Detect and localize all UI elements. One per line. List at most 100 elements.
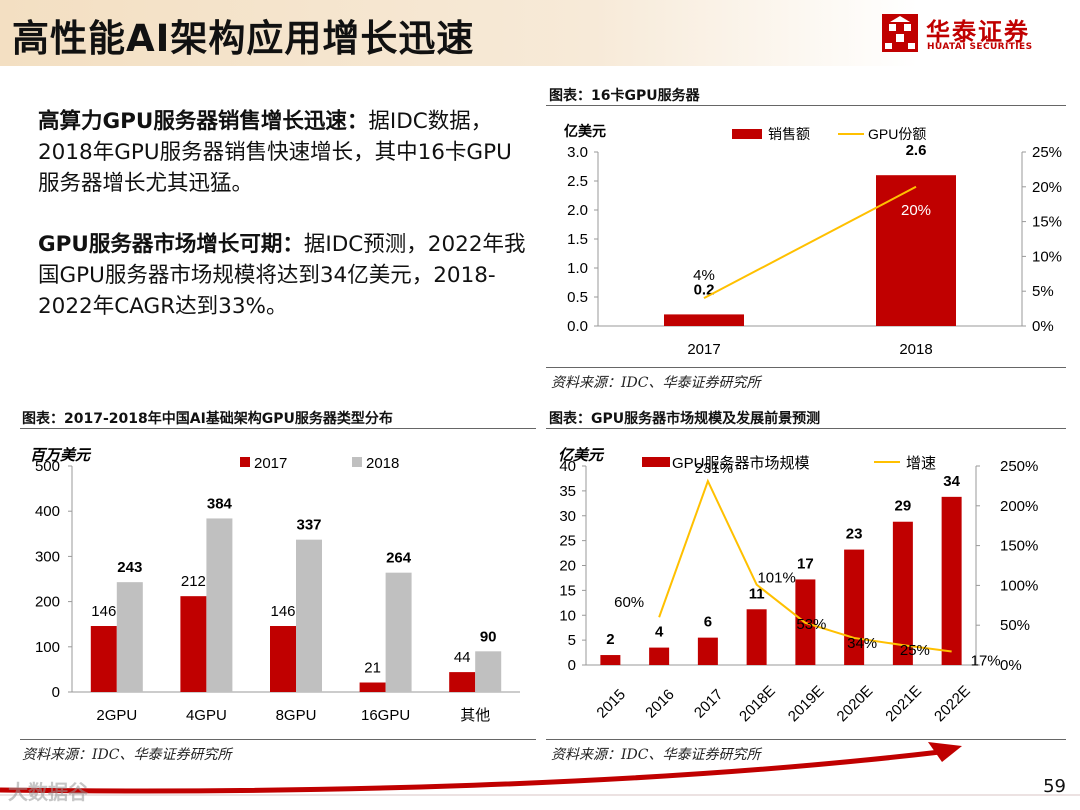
x-tick-label: 2GPU (96, 707, 137, 724)
line-data-label: 20% (901, 202, 931, 219)
y-tick-label: 10 (559, 607, 576, 624)
bar-data-label: 29 (895, 498, 912, 515)
legend-label-share: GPU份额 (868, 126, 926, 142)
bar-2018 (116, 582, 143, 692)
bar-data-label-2018: 243 (117, 559, 142, 576)
x-tick-label: 其他 (460, 707, 490, 724)
legend-swatch-market (642, 457, 670, 467)
bar-market-size (941, 496, 962, 665)
bar-data-label-2017: 44 (454, 649, 471, 666)
bar-sales (664, 314, 744, 326)
legend-label-2018: 2018 (366, 455, 399, 472)
y2-tick-label: 150% (1000, 538, 1038, 555)
paragraph-gpu-market-body: 据IDC预测，2022年我国GPU服务器市场规模将达到34亿美元，2018-20… (38, 232, 526, 319)
y2-tick-label: 25% (1032, 144, 1062, 161)
footer-swoosh-decoration (0, 742, 1080, 796)
logo-chinese-name: 华泰证券 (926, 18, 1030, 46)
bar-market-size (892, 521, 913, 665)
y-tick-label: 15 (559, 582, 576, 599)
x-tick-label: 2021E (882, 682, 925, 725)
y2-tick-label: 20% (1032, 179, 1062, 196)
bar-market-size (697, 637, 718, 665)
y-tick-label: 5 (568, 632, 576, 649)
bar-data-label: 2 (606, 631, 614, 648)
logo-english-name: HUATAI SECURITIES (927, 42, 1033, 52)
legend-label-sales: 销售额 (768, 126, 810, 142)
figure-caption-market: 图表：GPU服务器市场规模及发展前景预测 (549, 411, 821, 427)
bar-data-label: 0.2 (694, 281, 715, 298)
y-tick-label: 500 (35, 458, 60, 475)
bar-2017 (359, 682, 386, 692)
line-data-label: 4% (693, 267, 715, 284)
bar-sales (876, 175, 956, 326)
source-divider (20, 739, 536, 740)
y-tick-label: 200 (35, 594, 60, 611)
y-tick-label: 100 (35, 639, 60, 656)
bar-2017 (90, 626, 117, 692)
y-tick-label: 20 (559, 558, 576, 575)
y2-tick-label: 15% (1032, 214, 1062, 231)
legend-label-market: GPU服务器市场规模 (672, 455, 810, 472)
source-divider (546, 367, 1066, 368)
figure-caption-gpu-types: 图表：2017-2018年中国AI基础架构GPU服务器类型分布 (22, 411, 393, 427)
line-growth-rate (658, 478, 952, 653)
footer-arrow-icon (928, 742, 962, 762)
x-tick-label: 2020E (834, 682, 877, 725)
figure-caption-16gpu: 图表：16卡GPU服务器 (549, 88, 700, 104)
x-tick-label: 2018E (736, 682, 779, 725)
y2-tick-label: 0% (1000, 657, 1022, 674)
legend-swatch-2017 (240, 457, 250, 467)
bar-2018 (385, 572, 412, 692)
line-data-label: 34% (847, 635, 877, 652)
paragraph-gpu-sales: 高算力GPU服务器销售增长迅速：据IDC数据，2018年GPU服务器销售快速增长… (38, 106, 528, 199)
bar-data-label-2018: 90 (480, 628, 497, 645)
y2-tick-label: 250% (1000, 458, 1038, 475)
chart-gpu-server-types: 百万美元 2017 2018 0 100 200 300 400 500 2GPU 146 243 4G… (30, 446, 520, 724)
watermark: 大数据谷 (8, 780, 88, 804)
y-axis-unit-label: 百万美元 (30, 446, 92, 464)
company-logo: 华泰证券 HUATAI SECURITIES (882, 12, 1052, 58)
y-tick-label: 0.5 (567, 289, 588, 306)
bar-data-label: 23 (846, 526, 863, 543)
caption-divider (546, 105, 1066, 106)
y-tick-label: 300 (35, 548, 60, 565)
y-tick-label: 30 (559, 508, 576, 525)
paragraph-gpu-sales-heading: 高算力GPU服务器销售增长迅速： (38, 109, 369, 134)
source-note-market: 资料来源：IDC、华泰证券研究所 (551, 747, 761, 763)
y-tick-label: 3.0 (567, 144, 588, 161)
line-data-label: 53% (796, 616, 826, 633)
x-tick-label: 2017 (691, 686, 727, 722)
slide-header: 高性能AI架构应用增长迅速 华泰证券 HUATAI SECURITIES (0, 0, 1080, 66)
line-data-label: 17% (971, 652, 1001, 669)
line-share (703, 185, 917, 300)
bar-data-label-2018: 337 (296, 517, 321, 534)
y2-tick-label: 10% (1032, 248, 1062, 265)
bar-market-size (746, 609, 767, 665)
y-tick-label: 0 (52, 684, 60, 701)
chart-gpu-market-size: 亿美元 GPU服务器市场规模 增速 0 5 10 15 20 25 30 35 40 0% 50% 100%… (558, 446, 1038, 725)
bar-data-label-2017: 146 (270, 603, 295, 620)
y-axis-unit-label: 亿美元 (558, 446, 605, 464)
legend-swatch-2018 (352, 457, 362, 467)
bar-2018 (296, 539, 322, 692)
x-tick-label: 2022E (931, 682, 974, 725)
y2-tick-label: 5% (1032, 283, 1054, 300)
source-divider (546, 739, 1066, 740)
y2-tick-label: 200% (1000, 498, 1038, 515)
bar-data-label-2017: 146 (91, 603, 116, 620)
y-tick-label: 35 (559, 483, 576, 500)
x-tick-label: 2016 (642, 686, 678, 722)
bar-2018 (206, 518, 233, 692)
legend-swatch-sales (732, 129, 762, 139)
x-tick-label: 16GPU (361, 707, 410, 724)
bar-data-label: 2.6 (906, 142, 927, 159)
legend-label-growth: 增速 (906, 455, 936, 472)
page-number: 59 (1043, 776, 1066, 797)
caption-divider (546, 428, 1066, 429)
bar-2017 (180, 596, 207, 692)
y-tick-label: 0 (568, 657, 576, 674)
footer-swoosh-line (0, 749, 941, 794)
bar-data-label-2017: 21 (364, 660, 381, 677)
bar-market-size (600, 655, 621, 665)
line-data-label: 60% (614, 594, 644, 611)
